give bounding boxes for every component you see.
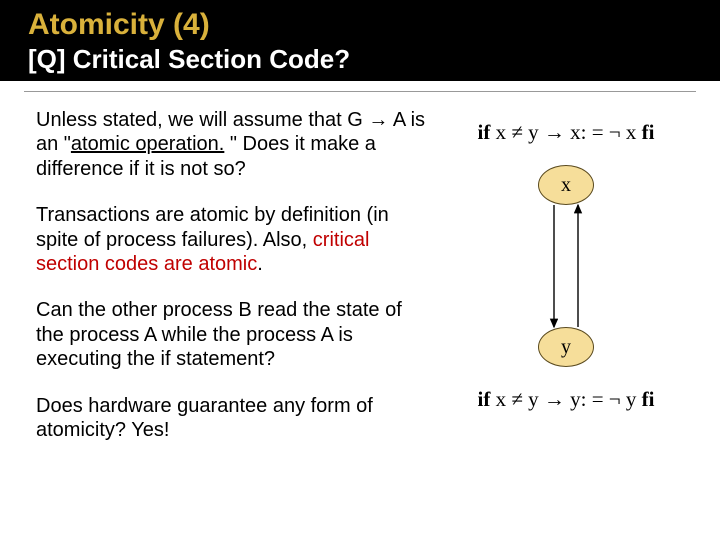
state-diagram: x y	[446, 161, 686, 371]
slide-header: Atomicity (4) [Q] Critical Section Code?	[0, 0, 720, 81]
left-column: Unless stated, we will assume that G → A…	[36, 108, 446, 464]
paragraph-2: Transactions are atomic by definition (i…	[36, 203, 426, 276]
p2-text-b: .	[257, 253, 263, 275]
node-x: x	[538, 165, 594, 205]
formula-bottom: if x ≠ y → y: = ¬ y fi	[446, 387, 686, 412]
paragraph-4: Does hardware guarantee any form of atom…	[36, 394, 426, 443]
right-column: if x ≠ y → x: = ¬ x fi x y if x ≠ y → y:…	[446, 108, 686, 464]
paragraph-1: Unless stated, we will assume that G → A…	[36, 108, 426, 181]
title-sub: [Q] Critical Section Code?	[28, 44, 700, 75]
arrow-glyph: →	[368, 109, 388, 131]
paragraph-3: Can the other process B read the state o…	[36, 298, 426, 371]
content: Unless stated, we will assume that G → A…	[0, 92, 720, 464]
node-y: y	[538, 327, 594, 367]
p1-underline: atomic operation.	[71, 133, 224, 155]
p1-text-a: Unless stated, we will assume that G	[36, 109, 368, 131]
title-main: Atomicity (4)	[28, 8, 700, 42]
formula-top: if x ≠ y → x: = ¬ x fi	[446, 120, 686, 145]
